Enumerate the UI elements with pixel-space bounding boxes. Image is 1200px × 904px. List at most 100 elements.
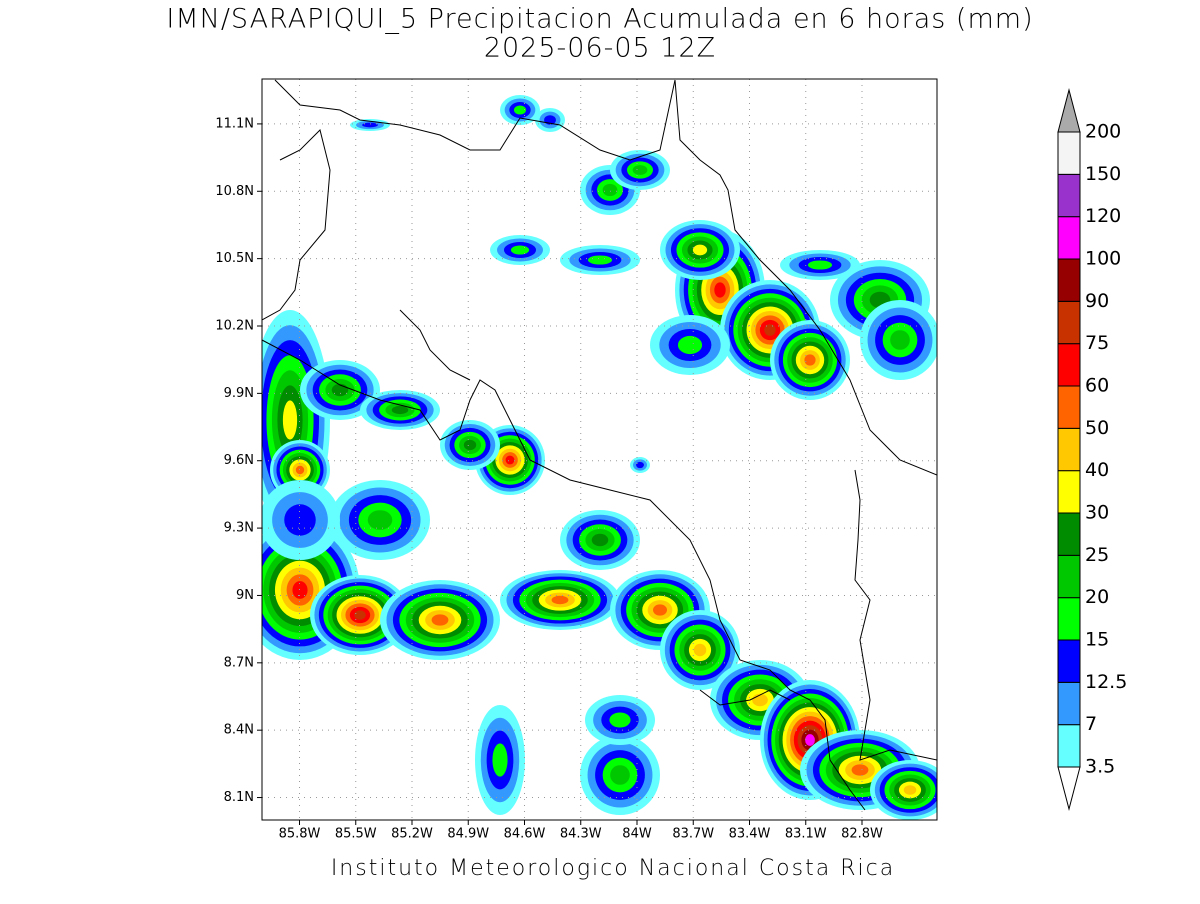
coastline (699, 689, 791, 706)
precip-area (692, 244, 708, 256)
colorbar-box (1057, 554, 1081, 599)
precip-area (609, 712, 631, 728)
precip-area (890, 330, 910, 350)
y-tick-label: 10.5N (215, 251, 254, 266)
precip-area (354, 610, 366, 620)
x-tick-label: 84.3W (560, 827, 602, 842)
coastline (854, 469, 937, 761)
colorbar-box (1057, 724, 1081, 768)
x-tick-label: 85.5W (335, 827, 377, 842)
y-tick-label: 10.2N (215, 319, 254, 334)
x-tick-label: 83.1W (785, 827, 827, 842)
y-tick-label: 9.3N (224, 521, 254, 536)
precip-area (677, 335, 703, 355)
colorbar-over (1057, 88, 1081, 133)
colorbar-label: 120 (1085, 205, 1121, 227)
colorbar-label: 7 (1085, 713, 1097, 735)
colorbar-box (1057, 216, 1081, 260)
y-tick-label: 8.7N (224, 655, 254, 670)
colorbar-label: 25 (1085, 544, 1109, 566)
y-tick-label: 9N (236, 588, 254, 603)
precip-area (714, 282, 726, 298)
coastline (262, 339, 866, 811)
colorbar-box (1057, 300, 1081, 345)
colorbar-label: 50 (1085, 417, 1109, 439)
precip-area (653, 604, 667, 616)
y-tick-label: 10.8N (215, 184, 254, 199)
precip-area (551, 595, 569, 605)
precip-area (331, 383, 349, 397)
precip-area (513, 105, 527, 115)
footer: Instituto Meteorologico Nacional Costa R… (331, 856, 895, 881)
colorbar-under (1057, 766, 1081, 811)
precip-area (752, 693, 768, 707)
precip-area (367, 510, 393, 530)
precip-area (362, 122, 378, 128)
precip-area (632, 165, 648, 175)
colorbar-label: 30 (1085, 502, 1109, 524)
y-tick-label: 9.9N (224, 386, 254, 401)
colorbar-label: 20 (1085, 586, 1109, 608)
x-tick-label: 84W (622, 827, 652, 842)
precip-area (851, 764, 869, 776)
colorbar-label: 3.5 (1085, 756, 1115, 778)
coastline (674, 79, 937, 476)
x-tick-label: 85.2W (391, 827, 433, 842)
precip-field (262, 95, 937, 820)
colorbar-box (1057, 512, 1081, 556)
precip-area (805, 734, 815, 746)
colorbar-label: 12.5 (1085, 671, 1127, 693)
colorbar-label: 15 (1085, 629, 1109, 651)
colorbar-box (1057, 173, 1081, 218)
precip-area (807, 260, 833, 270)
precip-area (602, 183, 618, 197)
precip-area (764, 324, 776, 336)
colorbar-label: 150 (1085, 163, 1121, 185)
colorbar-box (1057, 131, 1081, 175)
colorbar-label: 90 (1085, 290, 1109, 312)
colorbar-label: 75 (1085, 332, 1109, 354)
precip-area (804, 354, 816, 366)
colorbar-box (1057, 385, 1081, 429)
y-tick-label: 11.1N (215, 116, 254, 131)
colorbar-label: 100 (1085, 248, 1121, 270)
coastline (399, 309, 471, 381)
x-tick-label: 83.7W (672, 827, 714, 842)
x-tick-label: 83.4W (729, 827, 771, 842)
x-tick-label: 82.8W (841, 827, 883, 842)
precip-area (505, 455, 515, 465)
colorbar-box (1057, 427, 1081, 472)
precip-area (693, 643, 707, 657)
x-tick-label: 84.6W (504, 827, 546, 842)
title: IMN/SARAPIQUI_5 Precipitacion Acumulada … (166, 4, 1033, 35)
y-tick-label: 8.4N (224, 723, 254, 738)
colorbar-box (1057, 639, 1081, 683)
precip-area (295, 465, 305, 475)
precip-area (591, 533, 609, 547)
coastline (274, 79, 676, 161)
precip-area (587, 255, 613, 265)
colorbar-box (1057, 597, 1081, 641)
precip-area (391, 405, 409, 415)
colorbar-box (1057, 343, 1081, 387)
y-tick-label: 9.6N (224, 453, 254, 468)
precip-area (284, 504, 316, 536)
axes: 85.8W 85.5W 85.2W 84.9W 84.6W 84.3W 84W 83.7W 83… (215, 116, 883, 841)
colorbar-label: 40 (1085, 459, 1109, 481)
precip-area (431, 614, 449, 626)
precip-area (510, 245, 530, 255)
x-tick-label: 85.8W (279, 827, 321, 842)
y-tick-label: 8.1N (224, 790, 254, 805)
coastline (262, 129, 331, 321)
x-tick-label: 84.9W (447, 827, 489, 842)
precip-area (610, 765, 630, 785)
colorbar-label: 60 (1085, 375, 1109, 397)
plot-frame (261, 78, 938, 821)
colorbar-box (1057, 681, 1081, 726)
colorbar-box (1057, 470, 1081, 514)
precip-area (492, 743, 508, 777)
precip-area (282, 400, 298, 440)
precip-area (463, 439, 477, 451)
colorbar-box (1057, 258, 1081, 302)
